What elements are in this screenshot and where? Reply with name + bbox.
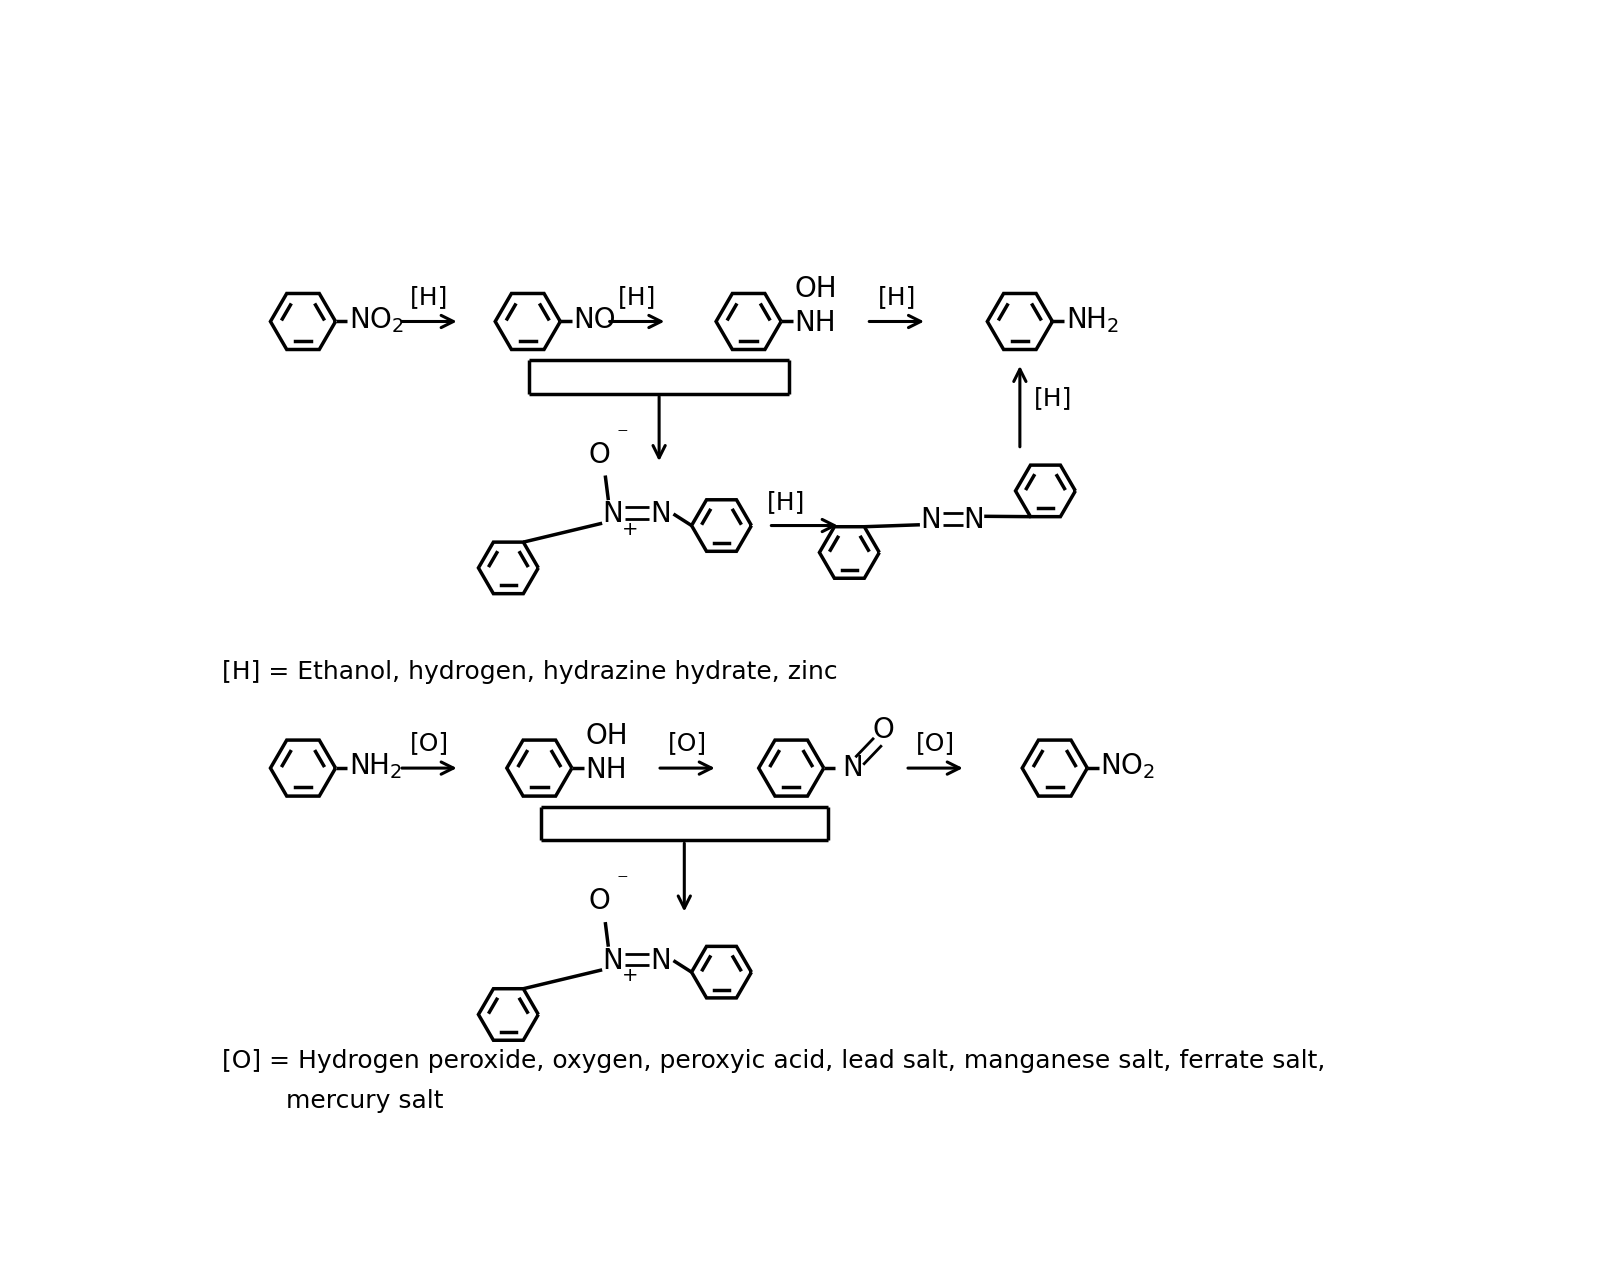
Text: N: N bbox=[602, 947, 623, 975]
Text: O: O bbox=[872, 715, 895, 744]
Text: [O]: [O] bbox=[668, 731, 707, 755]
Text: N: N bbox=[602, 501, 623, 528]
Text: [H]: [H] bbox=[877, 285, 916, 309]
Text: [H]: [H] bbox=[618, 285, 657, 309]
Text: OH: OH bbox=[794, 275, 837, 303]
Text: [H] = Ethanol, hydrogen, hydrazine hydrate, zinc: [H] = Ethanol, hydrogen, hydrazine hydra… bbox=[222, 660, 837, 683]
Text: N: N bbox=[650, 947, 671, 975]
Text: [H]: [H] bbox=[409, 285, 448, 309]
Text: NH: NH bbox=[586, 755, 626, 783]
Text: NH$_2$: NH$_2$ bbox=[1066, 305, 1120, 335]
Text: NO: NO bbox=[573, 306, 616, 334]
Text: [H]: [H] bbox=[767, 491, 806, 514]
Text: [O]: [O] bbox=[409, 731, 448, 755]
Text: ⁻: ⁻ bbox=[616, 425, 628, 445]
Text: mercury salt: mercury salt bbox=[222, 1088, 443, 1112]
Text: O: O bbox=[589, 888, 610, 915]
Text: N: N bbox=[921, 506, 942, 535]
Text: N: N bbox=[963, 506, 984, 535]
Text: NH$_2$: NH$_2$ bbox=[349, 752, 401, 782]
Text: ⁻: ⁻ bbox=[616, 871, 628, 892]
Text: NO$_2$: NO$_2$ bbox=[1100, 752, 1155, 782]
Text: NO$_2$: NO$_2$ bbox=[349, 305, 404, 335]
Text: [O] = Hydrogen peroxide, oxygen, peroxyic acid, lead salt, manganese salt, ferra: [O] = Hydrogen peroxide, oxygen, peroxyi… bbox=[222, 1049, 1325, 1073]
Text: N: N bbox=[650, 501, 671, 528]
Text: N: N bbox=[841, 754, 862, 782]
Text: +: + bbox=[621, 966, 637, 986]
Text: [H]: [H] bbox=[1034, 386, 1073, 411]
Text: [O]: [O] bbox=[916, 731, 955, 755]
Text: OH: OH bbox=[586, 721, 628, 750]
Text: O: O bbox=[589, 440, 610, 469]
Text: NH: NH bbox=[794, 309, 837, 337]
Text: +: + bbox=[621, 520, 637, 538]
